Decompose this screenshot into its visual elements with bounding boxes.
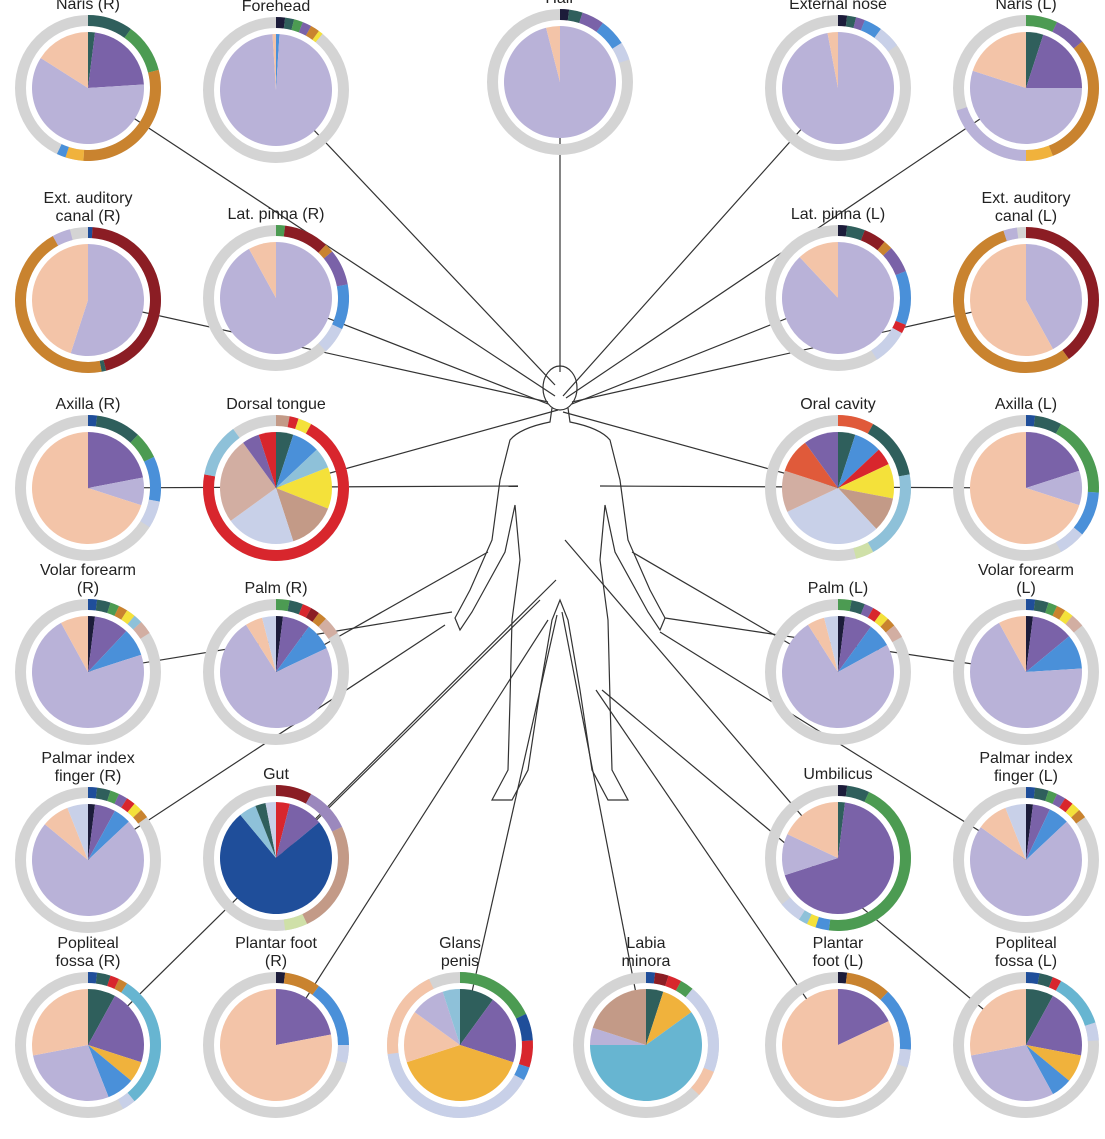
ring-segment (646, 972, 655, 983)
ring-segment (276, 599, 290, 611)
pie-chart (771, 599, 906, 740)
ring-segment (332, 284, 349, 329)
pie-title: Lat. pinna (L) (773, 206, 903, 224)
pie-title: Lat. pinna (R) (211, 206, 341, 224)
pie-title: External nose (773, 0, 903, 14)
pie-title: Labia minora (606, 935, 686, 971)
pie-title: Palm (R) (211, 580, 341, 598)
ring-segment (88, 787, 97, 798)
pie-title: Volar forearm (R) (38, 562, 138, 598)
pie-chart (209, 785, 350, 930)
pie-chart (387, 972, 533, 1118)
pie-chart (771, 415, 912, 559)
pie-title: Forehead (211, 0, 341, 16)
pie-chart (21, 787, 156, 928)
pie-chart (203, 415, 349, 561)
ring-segment (1026, 972, 1040, 984)
ring-segment (838, 225, 847, 236)
ring-segment (276, 785, 311, 804)
pie-chart (959, 599, 1094, 740)
pie-chart (959, 415, 1100, 556)
ring-segment (336, 1045, 349, 1063)
pie-chart (771, 785, 912, 931)
pie-title: Ext. auditory canal (L) (961, 190, 1091, 226)
pie-chart (21, 415, 162, 556)
ring-segment (276, 17, 285, 28)
ring-segment (88, 415, 97, 426)
figure: Naris (R) Forehead Hair External nose Naris … (0, 0, 1105, 1139)
pie-title: Naris (R) (23, 0, 153, 14)
ring-segment (519, 1040, 533, 1067)
pie-title: Hair (495, 0, 625, 8)
pie-chart (21, 15, 162, 161)
ring-segment (838, 15, 847, 26)
ring-segment (516, 1014, 533, 1041)
pie-chart (771, 15, 906, 156)
pie-chart (493, 9, 630, 150)
pie-chart (15, 227, 161, 373)
pie-chart (771, 225, 911, 366)
ring-segment (560, 9, 569, 20)
pie-title: Popliteal fossa (L) (976, 935, 1076, 971)
ring-segment (1026, 599, 1035, 610)
pie-chart (209, 972, 350, 1113)
pie-title: Gut (211, 766, 341, 784)
torso (455, 408, 665, 800)
pie-title: Palm (L) (773, 580, 903, 598)
ring-segment (276, 415, 290, 427)
pie-chart (209, 17, 344, 158)
pie-title: Popliteal fossa (R) (38, 935, 138, 971)
ring-segment (1085, 1022, 1099, 1041)
ring-segment (88, 972, 97, 983)
pie-title: Ext. auditory canal (R) (23, 190, 153, 226)
pie-chart (771, 972, 911, 1113)
pie-chart (953, 227, 1099, 373)
pie-chart (957, 15, 1099, 161)
ring-segment (140, 500, 159, 527)
pie-title: Naris (L) (961, 0, 1091, 14)
pie-title: Axilla (L) (961, 396, 1091, 414)
ring-segment (276, 972, 285, 983)
pie-chart (959, 787, 1094, 928)
ring-segment (897, 1049, 911, 1068)
pie-title: Plantar foot (L) (798, 935, 878, 971)
ring-segment (1026, 15, 1057, 32)
pie-title: Umbilicus (773, 766, 903, 784)
ring-segment (1026, 787, 1035, 798)
ring-segment (838, 785, 847, 796)
pies (15, 9, 1099, 1118)
pie-chart (579, 972, 719, 1113)
pie-title: Palmar index finger (R) (23, 750, 153, 786)
pie-title: Oral cavity (773, 396, 903, 414)
ring-segment (896, 271, 911, 325)
pie-chart (959, 972, 1099, 1113)
ring-segment (1026, 415, 1035, 426)
ring-segment (276, 225, 285, 236)
chart (0, 0, 1105, 1139)
ring-segment (838, 599, 852, 611)
ring-segment (838, 972, 847, 983)
pie-title: Axilla (R) (23, 396, 153, 414)
ring-segment (144, 457, 161, 502)
pie-title: Glans penis (420, 935, 500, 971)
ring-segment (1034, 416, 1061, 434)
ring-segment (65, 147, 84, 161)
pie-title: Volar forearm (L) (976, 562, 1076, 598)
ring-segment (1026, 146, 1053, 161)
ring-segment (88, 227, 93, 238)
pie-title: Plantar foot (R) (226, 935, 326, 971)
ring-segment (88, 599, 97, 610)
pie-title: Dorsal tongue (211, 396, 341, 414)
head (543, 366, 577, 410)
pie-chart (209, 599, 344, 740)
pie-chart (21, 599, 156, 740)
pie-title: Palmar index finger (L) (961, 750, 1091, 786)
ring-segment (838, 415, 873, 434)
